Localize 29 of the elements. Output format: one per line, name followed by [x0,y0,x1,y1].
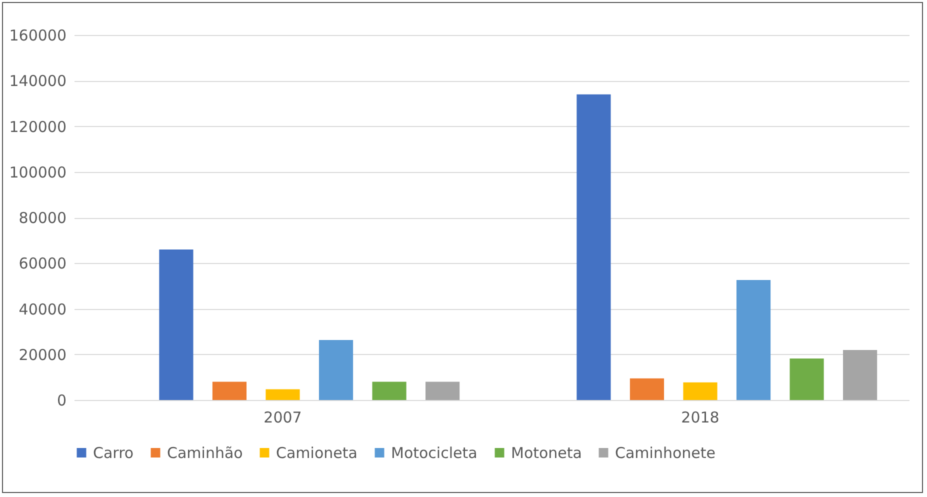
bar [266,389,300,400]
y-tick-label: 120000 [9,118,66,136]
y-tick-label: 20000 [18,346,66,364]
bar [426,382,460,400]
legend-label: Caminhonete [615,444,716,462]
bar [372,382,406,400]
legend-label: Camioneta [276,444,358,462]
legend-label: Motoneta [511,444,582,462]
bar [683,382,718,400]
bar [318,340,354,400]
legend-label: Caminhão [167,444,243,462]
y-tick-label: 160000 [9,26,66,44]
bar [843,350,878,400]
y-tick-label: 60000 [18,254,66,273]
x-tick-label: 2007 [264,408,302,426]
y-tick-label: 0 [56,392,66,410]
legend-label: Carro [93,444,134,462]
bar [736,280,771,400]
bar [212,382,247,400]
bar [630,378,664,400]
x-tick-label: 2018 [681,408,720,426]
y-tick-label: 80000 [18,209,66,227]
bar [576,94,611,400]
y-tick-label: 100000 [9,163,66,182]
bar [790,358,824,400]
y-tick-label: 40000 [18,300,66,318]
legend-label: Motocicleta [391,444,478,462]
bar [159,249,194,400]
y-tick-label: 140000 [9,72,66,90]
